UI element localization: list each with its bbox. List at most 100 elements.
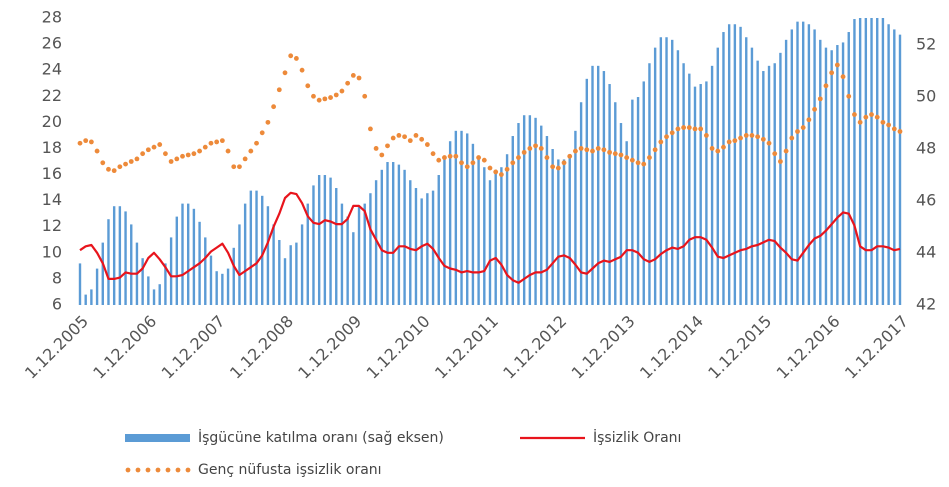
dot <box>180 153 185 159</box>
bar <box>363 203 366 305</box>
bar <box>807 24 811 305</box>
bar <box>249 190 253 305</box>
bar <box>232 247 235 305</box>
bar <box>682 63 685 305</box>
bar <box>255 190 258 305</box>
bar <box>847 32 850 305</box>
y-tick-label: 10 <box>42 242 62 261</box>
dot <box>191 151 197 157</box>
y2-tick-label: 46 <box>916 191 936 210</box>
x-tick-label: 1.12.2008 <box>226 312 297 383</box>
dot <box>834 62 840 68</box>
bar <box>540 125 543 305</box>
dot <box>897 129 903 134</box>
dot <box>504 166 510 172</box>
bar <box>710 65 714 305</box>
dot <box>413 133 419 138</box>
bar <box>591 65 594 305</box>
dot <box>328 95 333 100</box>
bar <box>545 136 549 305</box>
dot <box>806 117 812 123</box>
bar <box>870 18 873 305</box>
x-tick-label: 1.12.2011 <box>431 312 502 383</box>
dot <box>829 70 835 76</box>
dot <box>652 147 658 153</box>
dot <box>248 148 254 154</box>
dot <box>555 165 561 171</box>
dot <box>254 140 259 146</box>
y-tick-label: 28 <box>42 8 62 27</box>
bar <box>767 65 771 305</box>
dot <box>157 142 163 147</box>
dot <box>863 114 869 120</box>
bar <box>272 224 275 305</box>
dot <box>732 138 738 144</box>
dot <box>163 151 168 157</box>
bar <box>636 97 640 305</box>
bar <box>727 24 731 305</box>
legend-swatch <box>145 467 151 473</box>
bar <box>676 50 680 305</box>
legend-swatch <box>175 467 181 473</box>
dot <box>510 160 516 166</box>
dot <box>481 157 487 163</box>
bar <box>551 149 554 305</box>
bar <box>261 195 264 305</box>
dot <box>276 87 282 93</box>
x-tick-label: 1.12.2007 <box>158 312 229 383</box>
bar <box>443 156 446 305</box>
bar <box>414 188 418 305</box>
bar <box>386 162 389 305</box>
bar <box>380 169 384 305</box>
bar <box>893 29 896 305</box>
bar <box>118 206 122 305</box>
dot <box>202 144 208 150</box>
bar <box>471 143 475 305</box>
bar <box>528 115 532 305</box>
dot <box>83 138 89 144</box>
bar <box>488 180 492 305</box>
x-tick-label: 1.12.2015 <box>704 312 775 383</box>
dot <box>470 160 476 166</box>
dot <box>692 126 698 132</box>
dot <box>601 147 607 153</box>
bar <box>699 84 702 305</box>
dot <box>362 93 368 99</box>
bar <box>306 203 309 305</box>
bar <box>112 206 116 305</box>
legend-label: İşgücüne katılma oranı (sağ eksen) <box>198 428 444 446</box>
dot <box>641 161 647 167</box>
dot <box>128 159 134 164</box>
dot <box>880 119 886 125</box>
legend-swatch <box>125 467 131 473</box>
y2-tick-label: 48 <box>916 139 936 158</box>
bar <box>152 289 156 305</box>
dot <box>595 146 601 151</box>
bar <box>124 211 127 305</box>
legend-swatch <box>185 467 191 473</box>
dot <box>225 148 231 154</box>
bar <box>898 34 902 305</box>
bar <box>300 224 304 305</box>
bar <box>562 159 566 305</box>
bar <box>289 245 292 305</box>
dot <box>379 152 385 158</box>
y2-tick-label: 42 <box>916 295 936 314</box>
legend-swatch <box>125 434 190 442</box>
dot <box>709 146 715 151</box>
bar <box>226 268 230 305</box>
dot <box>675 126 681 132</box>
bar <box>181 203 184 305</box>
dot <box>106 166 111 172</box>
bar <box>312 185 315 305</box>
bar <box>614 102 617 305</box>
dot <box>476 155 482 160</box>
dot <box>812 106 817 112</box>
bar <box>340 203 344 305</box>
y-tick-label: 12 <box>42 216 62 235</box>
bar <box>574 130 577 305</box>
bar <box>665 37 668 305</box>
dot <box>516 155 521 160</box>
dot <box>293 56 299 61</box>
